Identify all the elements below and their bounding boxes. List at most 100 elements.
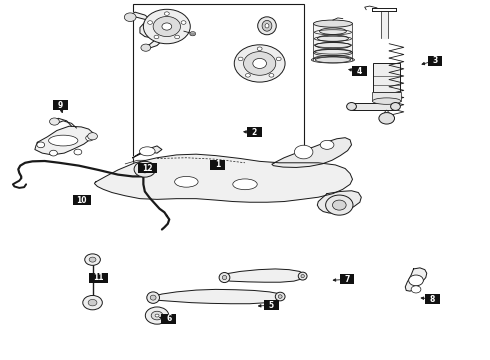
Circle shape xyxy=(269,73,274,77)
Ellipse shape xyxy=(294,145,313,159)
Circle shape xyxy=(89,257,96,262)
FancyBboxPatch shape xyxy=(89,273,108,283)
Circle shape xyxy=(234,45,285,82)
Text: 8: 8 xyxy=(430,294,435,303)
Ellipse shape xyxy=(258,17,276,35)
FancyBboxPatch shape xyxy=(352,66,367,76)
Circle shape xyxy=(49,150,57,156)
Polygon shape xyxy=(133,146,162,158)
FancyBboxPatch shape xyxy=(53,100,68,111)
FancyBboxPatch shape xyxy=(425,294,440,304)
Ellipse shape xyxy=(316,57,350,63)
Circle shape xyxy=(134,161,156,177)
Ellipse shape xyxy=(318,35,348,41)
Bar xyxy=(133,4,304,162)
Text: 2: 2 xyxy=(252,128,257,137)
Polygon shape xyxy=(381,11,388,39)
Ellipse shape xyxy=(346,103,356,111)
Circle shape xyxy=(190,32,196,36)
Circle shape xyxy=(257,47,262,50)
FancyBboxPatch shape xyxy=(428,55,442,66)
Circle shape xyxy=(141,44,151,51)
Ellipse shape xyxy=(262,21,272,31)
Ellipse shape xyxy=(316,42,350,49)
Circle shape xyxy=(276,57,281,61)
Ellipse shape xyxy=(275,292,285,301)
Circle shape xyxy=(238,57,243,61)
Circle shape xyxy=(144,9,190,44)
Ellipse shape xyxy=(222,275,227,280)
Ellipse shape xyxy=(265,24,269,28)
Polygon shape xyxy=(220,269,305,282)
Circle shape xyxy=(253,58,267,68)
Polygon shape xyxy=(272,138,351,167)
Circle shape xyxy=(155,314,159,317)
Ellipse shape xyxy=(174,176,198,187)
Ellipse shape xyxy=(372,98,401,104)
Circle shape xyxy=(49,118,59,125)
Ellipse shape xyxy=(319,28,346,35)
Circle shape xyxy=(162,23,172,30)
Circle shape xyxy=(124,13,136,22)
Text: 6: 6 xyxy=(166,314,172,323)
FancyBboxPatch shape xyxy=(340,274,354,284)
Ellipse shape xyxy=(314,49,352,56)
Circle shape xyxy=(244,51,276,75)
Bar xyxy=(314,24,352,60)
Polygon shape xyxy=(35,126,94,155)
Ellipse shape xyxy=(150,295,156,300)
Ellipse shape xyxy=(233,179,257,190)
Polygon shape xyxy=(318,191,361,213)
Ellipse shape xyxy=(391,103,400,111)
Circle shape xyxy=(164,12,169,15)
Circle shape xyxy=(37,142,45,148)
Ellipse shape xyxy=(320,140,334,149)
Circle shape xyxy=(411,286,421,293)
FancyBboxPatch shape xyxy=(210,159,225,170)
Ellipse shape xyxy=(298,272,307,280)
Text: 4: 4 xyxy=(357,67,362,76)
Polygon shape xyxy=(140,15,184,39)
Ellipse shape xyxy=(312,57,354,63)
Circle shape xyxy=(83,296,102,310)
Polygon shape xyxy=(150,289,282,304)
FancyBboxPatch shape xyxy=(264,300,279,310)
Circle shape xyxy=(140,166,150,173)
Text: 10: 10 xyxy=(76,196,87,205)
Circle shape xyxy=(74,149,82,155)
Circle shape xyxy=(332,200,346,210)
Circle shape xyxy=(86,135,94,141)
Text: 12: 12 xyxy=(143,164,153,173)
Polygon shape xyxy=(130,12,152,24)
Text: 5: 5 xyxy=(269,301,274,310)
Ellipse shape xyxy=(49,135,78,146)
Circle shape xyxy=(409,275,423,286)
Ellipse shape xyxy=(219,273,230,283)
Polygon shape xyxy=(405,268,427,291)
Circle shape xyxy=(151,311,163,320)
Ellipse shape xyxy=(301,274,304,278)
Ellipse shape xyxy=(278,295,282,298)
Text: 1: 1 xyxy=(215,160,221,169)
Circle shape xyxy=(153,17,180,37)
Polygon shape xyxy=(95,154,352,202)
Circle shape xyxy=(379,113,394,124)
Circle shape xyxy=(88,300,97,306)
Text: 9: 9 xyxy=(58,101,63,110)
Circle shape xyxy=(181,21,186,24)
Text: 3: 3 xyxy=(433,56,438,65)
Circle shape xyxy=(147,21,152,24)
FancyBboxPatch shape xyxy=(139,163,157,173)
Circle shape xyxy=(88,133,98,140)
Bar xyxy=(351,103,395,110)
Circle shape xyxy=(85,254,100,265)
Text: 7: 7 xyxy=(344,275,350,284)
Text: 11: 11 xyxy=(93,273,104,282)
Polygon shape xyxy=(143,39,164,48)
Circle shape xyxy=(154,35,159,39)
Ellipse shape xyxy=(147,292,159,303)
FancyBboxPatch shape xyxy=(73,195,91,206)
Circle shape xyxy=(245,73,250,77)
Circle shape xyxy=(146,307,169,324)
FancyBboxPatch shape xyxy=(247,127,262,137)
